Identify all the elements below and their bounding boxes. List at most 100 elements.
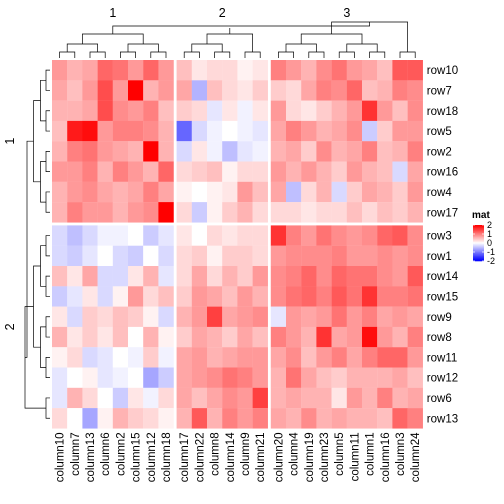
column-dendrogram-branch	[191, 43, 223, 52]
heatmap-cell-row7-column24	[407, 80, 423, 101]
heatmap-cell-row7-column10	[52, 80, 68, 101]
row-label: row10	[427, 65, 458, 77]
heatmap-cell-row7-column18	[158, 80, 174, 101]
heatmap-cell-row13-column1	[362, 408, 378, 429]
heatmap-cell-row7-column11	[346, 80, 363, 101]
heatmap-cell-row5-column6	[97, 120, 113, 142]
heatmap-cell-row10-column2	[112, 60, 129, 81]
heatmap-cell-row11-column3	[392, 347, 408, 368]
heatmap-cell-row13-column10	[52, 408, 68, 429]
heatmap-cell-row9-column6	[97, 306, 113, 328]
heatmap-cell-row4-column21	[252, 181, 268, 203]
heatmap-cell-row4-column18	[158, 181, 174, 203]
heatmap-cell-row15-column16	[377, 286, 393, 307]
heatmap-cell-row8-column2	[112, 326, 129, 348]
heatmap-cell-row11-column16	[377, 347, 393, 368]
heatmap-cell-row1-column16	[377, 245, 393, 267]
heatmap-cell-row18-column22	[191, 100, 208, 122]
heatmap-cell-row14-column21	[252, 266, 268, 287]
legend-tick-label: -1	[487, 247, 495, 257]
heatmap-cell-row16-column3	[392, 161, 408, 182]
heatmap-cell-row14-column4	[286, 266, 302, 287]
legend-gradient-slice	[473, 225, 484, 228]
legend-gradient-slice	[473, 252, 484, 254]
legend-gradient-slice	[473, 246, 484, 248]
heatmap-cell-row17-column11	[346, 202, 363, 223]
heatmap-cell-row9-column16	[377, 306, 393, 328]
heatmap-cell-row7-column15	[128, 80, 144, 101]
heatmap-cell-row13-column8	[207, 408, 223, 429]
heatmap-cell-row16-column15	[128, 161, 144, 182]
heatmap-cell-row15-column20	[270, 286, 287, 307]
heatmap-cell-row7-column23	[316, 80, 332, 101]
heatmap-cell-row18-column17	[176, 100, 192, 122]
heatmap-cell-row6-column16	[377, 387, 393, 409]
heatmap-cell-row16-column7	[67, 161, 83, 182]
column-label: column4	[289, 432, 301, 476]
column-label: column8	[210, 432, 222, 475]
legend-gradient-slice	[473, 234, 484, 236]
heatmap-cell-row2-column19	[301, 141, 317, 162]
heatmap-cell-row18-column18	[158, 100, 174, 122]
heatmap-cell-row6-column7	[67, 387, 83, 409]
heatmap-cell-row10-column9	[237, 60, 253, 81]
legend-gradient-slice	[473, 227, 484, 229]
heatmap-cell-row8-column15	[128, 326, 144, 348]
heatmap-cell-row8-column16	[377, 326, 393, 348]
heatmap-cell-row6-column8	[207, 387, 223, 409]
heatmap-cell-row14-column15	[128, 266, 144, 287]
heatmap-cell-row3-column7	[67, 225, 83, 246]
legend-gradient-slice	[473, 250, 484, 252]
heatmap-cell-row14-column2	[112, 266, 129, 287]
heatmap-cell-row3-column20	[270, 225, 287, 246]
legend-tick-label: 2	[487, 220, 492, 230]
column-dendrogram-branch	[89, 51, 106, 58]
heatmap-cell-row16-column11	[346, 161, 363, 182]
heatmap-cell-row2-column3	[392, 141, 408, 162]
row-dendrogram-branch	[45, 316, 50, 338]
column-dendrogram-branch	[308, 51, 325, 58]
column-dendrogram-branch	[244, 51, 261, 58]
heatmap-cell-row8-column9	[237, 326, 253, 348]
heatmap-cell-row15-column19	[301, 286, 317, 307]
heatmap-cell-row16-column2	[112, 161, 129, 182]
heatmap-cell-row12-column18	[158, 367, 174, 388]
heatmap-cell-row10-column3	[392, 60, 408, 81]
heatmap-cell-row12-column7	[67, 367, 83, 388]
heatmap-cell-row4-column3	[392, 181, 408, 203]
heatmap-cell-row11-column13	[82, 347, 98, 368]
heatmap-cell-row17-column18	[158, 202, 174, 223]
heatmap-cell-row14-column7	[67, 266, 83, 287]
heatmap-cell-row4-column11	[346, 181, 363, 203]
heatmap-cell-row1-column4	[286, 245, 302, 267]
column-dendrogram-branch	[285, 43, 317, 52]
heatmap-cell-row1-column10	[52, 245, 68, 267]
heatmap-cell-row15-column23	[316, 286, 332, 307]
heatmap-cell-row16-column24	[407, 161, 423, 182]
heatmap-cell-row7-column2	[112, 80, 129, 101]
heatmap-cell-row3-column15	[128, 225, 144, 246]
column-dendrogram	[59, 21, 416, 58]
heatmap-cell-row2-column13	[82, 141, 98, 162]
heatmap-cell-row17-column15	[128, 202, 144, 223]
legend-gradient-slice	[473, 253, 484, 255]
heatmap-cell-row14-column22	[191, 266, 208, 287]
heatmap-cell-row3-column3	[392, 225, 408, 246]
heatmap-cell-row10-column18	[158, 60, 174, 81]
row-dendrogram-branch	[45, 69, 50, 91]
heatmap-cell-row1-column23	[316, 245, 332, 267]
heatmap-cell-row10-column22	[191, 60, 208, 81]
legend-gradient-slice	[473, 234, 484, 237]
heatmap-cell-row4-column12	[143, 181, 159, 203]
legend-gradient-slice	[473, 233, 484, 235]
heatmap-cell-row12-column15	[128, 367, 144, 388]
legend-gradient-slice	[473, 254, 484, 256]
column-label: column1	[365, 432, 377, 475]
column-dendrogram-branch	[183, 51, 200, 58]
heatmap-cell-row16-column4	[286, 161, 302, 182]
column-split-label: 2	[219, 6, 226, 20]
legend-gradient-slice	[473, 226, 484, 228]
heatmap-cell-row4-column4	[286, 181, 302, 203]
heatmap-cell-row13-column2	[112, 408, 129, 429]
heatmap-cell-row18-column4	[286, 100, 302, 122]
